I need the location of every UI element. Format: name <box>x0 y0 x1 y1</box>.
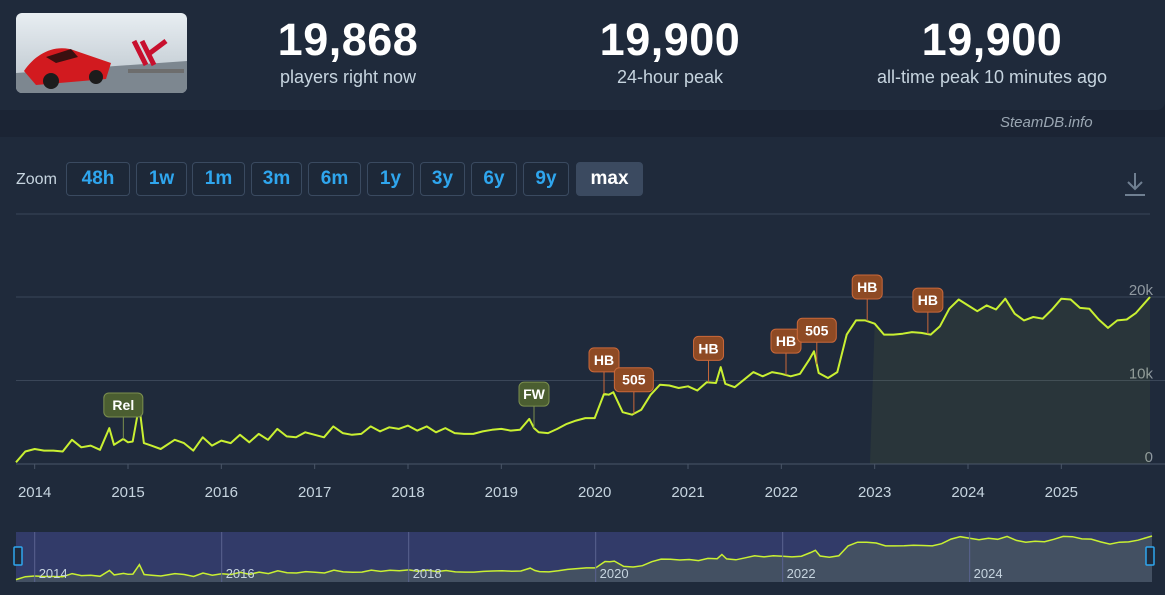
navigator-tick-label: 2018 <box>413 566 442 581</box>
y-tick-label: 0 <box>1145 449 1153 466</box>
all-time-peak-value: 19,900 <box>921 14 1063 65</box>
all-time-peak-label: all-time peak 10 minutes ago <box>876 67 1108 87</box>
zoom-button-9y[interactable]: 9y <box>523 162 569 196</box>
navigator-tick-label: 2022 <box>787 566 816 581</box>
annotation-label: HB <box>776 333 796 349</box>
recent-area-shade <box>870 297 1150 464</box>
annotation-label: 505 <box>622 372 646 388</box>
current-players-label: players right now <box>279 67 417 87</box>
annotation-label: HB <box>594 352 614 368</box>
zoom-button-48h[interactable]: 48h <box>66 162 130 196</box>
x-tick-label: 2023 <box>858 484 891 501</box>
zoom-button-1y[interactable]: 1y <box>367 162 414 196</box>
zoom-button-max[interactable]: max <box>576 162 643 196</box>
download-icon[interactable] <box>1124 171 1146 202</box>
navigator-line <box>15 535 1153 581</box>
navigator-handle-right[interactable] <box>1145 546 1155 566</box>
navigator-tick-label: 2014 <box>39 566 68 581</box>
zoom-button-1w[interactable]: 1w <box>136 162 187 196</box>
annotation-label: HB <box>698 340 718 356</box>
annotation-label: 505 <box>805 322 829 338</box>
zoom-button-6y[interactable]: 6y <box>471 162 517 196</box>
x-tick-label: 2022 <box>765 484 798 501</box>
annotation-flag[interactable] <box>912 287 944 313</box>
x-tick-label: 2021 <box>671 484 704 501</box>
x-tick-label: 2025 <box>1045 484 1078 501</box>
x-tick-label: 2019 <box>485 484 518 501</box>
x-tick-label: 2024 <box>951 484 984 501</box>
navigator-handle-left[interactable] <box>13 546 23 566</box>
zoom-button-1m[interactable]: 1m <box>192 162 245 196</box>
steamdb-watermark[interactable]: SteamDB.info <box>1000 114 1093 131</box>
game-logo-icon <box>16 13 187 93</box>
annotation-label: Rel <box>112 397 134 413</box>
zoom-button-6m[interactable]: 6m <box>308 162 361 196</box>
navigator-tick-label: 2024 <box>974 566 1003 581</box>
annotation-flag[interactable] <box>851 274 883 300</box>
stat-all-time-peak: 19,900 all-time peak 10 minutes ago <box>842 14 1142 88</box>
x-tick-label: 2016 <box>205 484 238 501</box>
chart-panel <box>0 137 1165 595</box>
x-tick-label: 2014 <box>18 484 51 501</box>
zoom-button-3m[interactable]: 3m <box>251 162 302 196</box>
stat-24h-peak: 19,900 24-hour peak <box>520 14 820 88</box>
annotation-flag[interactable] <box>693 335 725 361</box>
annotation-label: HB <box>918 292 938 308</box>
24h-peak-label: 24-hour peak <box>616 67 724 87</box>
navigator-tick-label: 2020 <box>600 566 629 581</box>
x-tick-label: 2020 <box>578 484 611 501</box>
24h-peak-value: 19,900 <box>599 14 741 65</box>
players-line[interactable] <box>15 296 1151 463</box>
current-players-value: 19,868 <box>277 14 419 65</box>
stat-current-players: 19,868 players right now <box>198 14 498 88</box>
game-capsule-image[interactable] <box>16 13 187 93</box>
zoom-label: Zoom <box>16 171 57 188</box>
y-tick-label: 20k <box>1129 282 1154 299</box>
annotation-flag[interactable] <box>796 317 837 343</box>
navigator-area <box>16 536 1152 582</box>
stats-header: 19,868 players right now 19,900 24-hour … <box>0 0 1165 110</box>
x-tick-label: 2018 <box>391 484 424 501</box>
annotation-flag[interactable] <box>588 347 620 373</box>
annotation-flag[interactable] <box>103 392 144 418</box>
navigator-tick-label: 2016 <box>226 566 255 581</box>
y-tick-label: 10k <box>1129 366 1154 383</box>
annotation-flag[interactable] <box>518 381 550 407</box>
zoom-button-3y[interactable]: 3y <box>420 162 465 196</box>
annotation-label: FW <box>523 386 546 402</box>
x-tick-label: 2015 <box>111 484 144 501</box>
annotation-flag[interactable] <box>613 367 654 393</box>
x-tick-label: 2017 <box>298 484 331 501</box>
annotation-label: HB <box>857 279 877 295</box>
